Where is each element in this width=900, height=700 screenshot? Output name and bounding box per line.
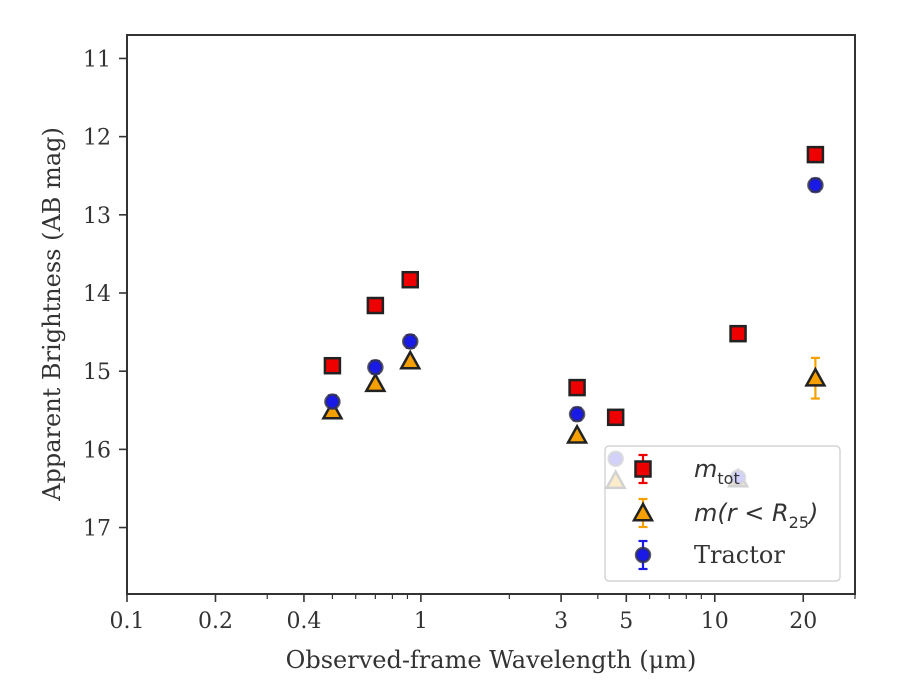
- x-tick-label: 0.2: [198, 609, 233, 634]
- legend-label: mtot: [694, 455, 740, 488]
- y-axis-label: Apparent Brightness (AB mag): [38, 127, 66, 502]
- legend-label-main: m(r < R: [694, 499, 789, 527]
- y-tick-label: 12: [83, 126, 111, 151]
- data-point: [568, 405, 586, 423]
- legend: mtot m(r < R25) Tractor: [604, 445, 841, 582]
- y-tick-label: 16: [83, 438, 111, 463]
- y-tick-label: 17: [83, 517, 111, 542]
- data-point: [364, 372, 387, 393]
- x-tick-label: 0.4: [286, 609, 321, 634]
- y-tick-label: 14: [83, 282, 111, 307]
- data-point: [401, 270, 419, 289]
- data-point: [729, 324, 747, 343]
- data-point: [324, 393, 341, 410]
- legend-label-main: Tractor: [694, 541, 785, 569]
- legend-label-main: m: [694, 455, 717, 483]
- legend-marker: [634, 460, 652, 478]
- data-point: [807, 176, 824, 194]
- x-tick-label: 10: [701, 609, 729, 634]
- y-tick-label: 15: [83, 360, 111, 385]
- data-point: [399, 349, 422, 370]
- data-point: [565, 423, 589, 444]
- data-point: [568, 378, 586, 397]
- x-tick-label: 5: [619, 609, 633, 634]
- legend-box: [604, 445, 841, 582]
- x-axis-label: Observed-frame Wavelength (μm): [286, 646, 697, 674]
- x-tick-label: 3: [554, 609, 568, 634]
- y-tick-label: 11: [83, 47, 111, 72]
- data-point: [367, 359, 384, 376]
- legend-label-sub: 25: [789, 513, 809, 532]
- data-point: [606, 408, 625, 427]
- x-tick-label: 0.1: [110, 609, 145, 634]
- legend-marker: [631, 501, 655, 522]
- data-point: [323, 356, 342, 375]
- plot-frame: [126, 34, 856, 595]
- legend-label: Tractor: [694, 541, 785, 569]
- y-tick-label: 13: [83, 204, 111, 229]
- data-point: [804, 366, 827, 387]
- x-tick-label: 20: [789, 609, 817, 634]
- legend-label-sub: tot: [717, 469, 739, 488]
- legend-label-after: ): [807, 499, 818, 527]
- x-tick-label: 1: [414, 609, 428, 634]
- data-point: [366, 296, 385, 315]
- data-point: [401, 333, 419, 350]
- series: [323, 145, 825, 427]
- legend-label: m(r < R25): [694, 499, 818, 532]
- data-point: [321, 399, 344, 420]
- legend-marker: [634, 546, 652, 564]
- data-point: [806, 145, 825, 164]
